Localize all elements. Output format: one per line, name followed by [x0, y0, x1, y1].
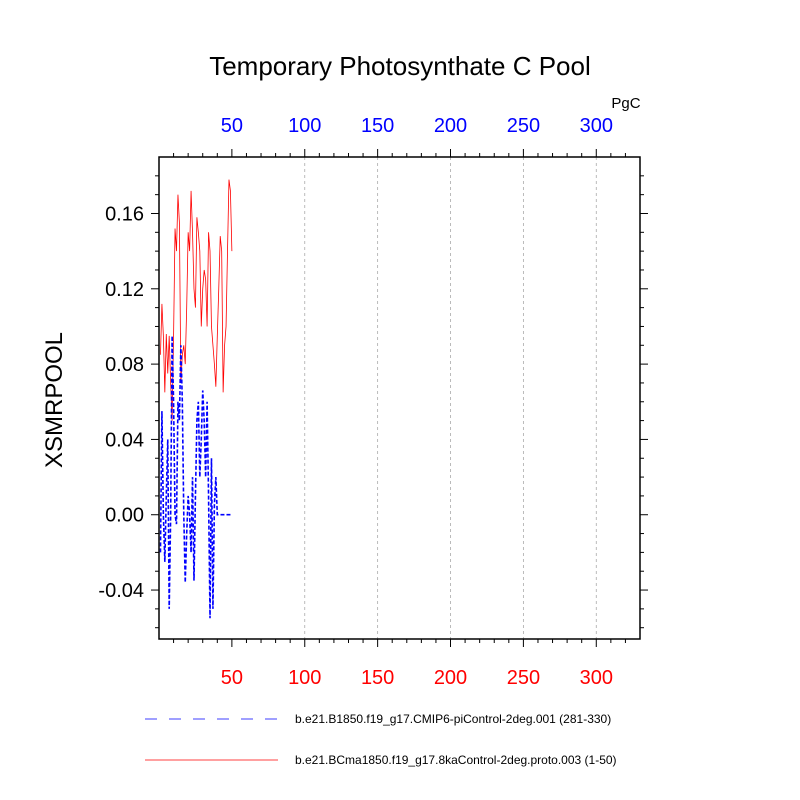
y-tick-label: 0.04 — [105, 429, 144, 451]
x-tick-label-top: 300 — [580, 115, 613, 137]
legend: b.e21.B1850.f19_g17.CMIP6-piControl-2deg… — [145, 712, 617, 767]
x-tick-label-top: 250 — [507, 115, 540, 137]
y-tick-label: 0.00 — [105, 505, 144, 527]
x-tick-label-top: 50 — [221, 115, 243, 137]
series-line-red — [160, 179, 233, 421]
y-tick-label: 0.16 — [105, 203, 144, 225]
y-tick-label: 0.08 — [105, 354, 144, 376]
y-axis-label: XSMRPOOL — [41, 332, 68, 468]
x-tick-label-bottom: 200 — [434, 667, 467, 689]
chart-title: Temporary Photosynthate C Pool — [209, 51, 591, 81]
x-tick-label-bottom: 100 — [288, 667, 321, 689]
x-tick-label-bottom: 150 — [361, 667, 394, 689]
axis-ticks — [151, 149, 648, 647]
x-tick-label-top: 200 — [434, 115, 467, 137]
series-layer — [159, 179, 233, 619]
series-line-blue — [159, 335, 232, 619]
tick-labels: 50 50 100 100 150 150 200 200 250 250 300 300 -0.04 0… — [98, 115, 613, 689]
y-tick-label: -0.04 — [98, 580, 144, 602]
x-tick-label-bottom: 50 — [221, 667, 243, 689]
x-tick-label-top: 100 — [288, 115, 321, 137]
y-tick-label: 0.12 — [105, 279, 144, 301]
legend-label-blue: b.e21.B1850.f19_g17.CMIP6-piControl-2deg… — [295, 712, 611, 726]
grid-lines — [304, 157, 597, 639]
x-tick-label-bottom: 250 — [507, 667, 540, 689]
units-label: PgC — [611, 95, 640, 112]
x-tick-label-bottom: 300 — [580, 667, 613, 689]
x-tick-label-top: 150 — [361, 115, 394, 137]
legend-label-red: b.e21.BCma1850.f19_g17.8kaControl-2deg.p… — [295, 753, 617, 767]
plot-frame — [158, 156, 641, 640]
